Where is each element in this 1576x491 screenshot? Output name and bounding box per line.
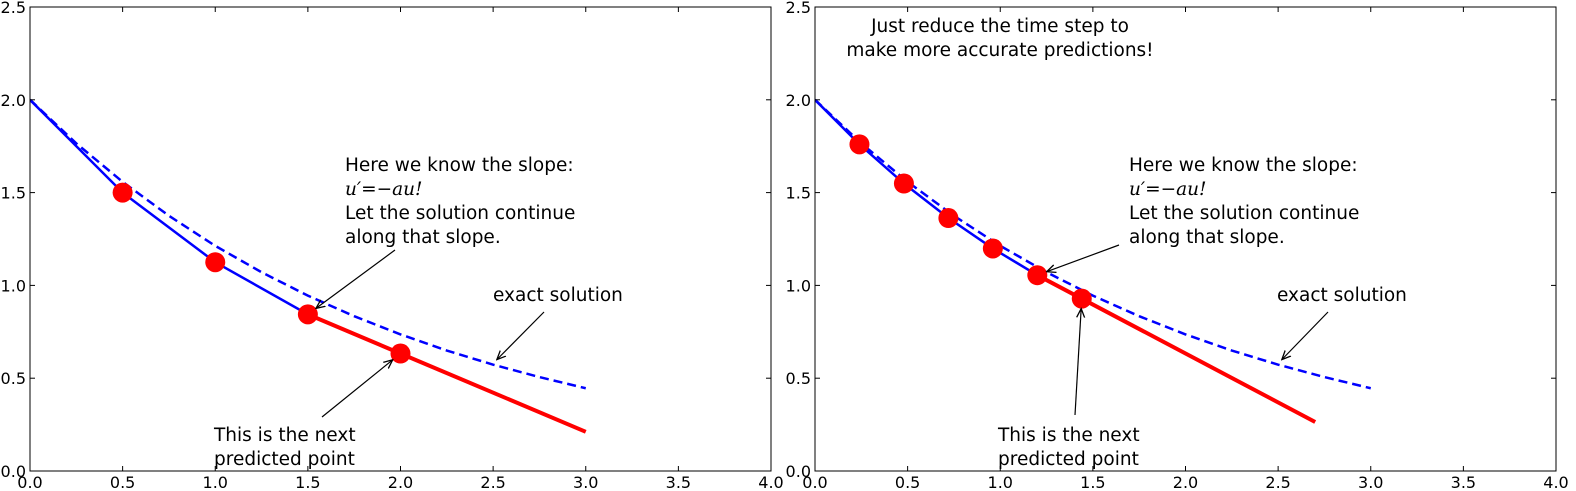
x-tick-label: 0.5: [110, 473, 135, 491]
exact-solution-line: [815, 98, 1372, 390]
annotation-arrow: [321, 360, 393, 418]
x-tick-label: 3.5: [666, 473, 691, 491]
annotation-arrow: [497, 311, 545, 360]
annotation-text: Here we know the slope:: [345, 155, 574, 176]
y-tick-label: 2.5: [786, 0, 811, 17]
data-point: [982, 238, 1003, 259]
annotation: Here we know the slope: u′=−au! Let the so…: [316, 155, 575, 308]
predicted-slope-line: [1036, 273, 1317, 424]
y-tick-label: 2.0: [1, 91, 26, 110]
x-tick-label: 3.0: [573, 473, 598, 491]
annotation: Just reduce the time step to make more ac…: [846, 16, 1153, 61]
x-tick-label: 1.0: [988, 473, 1013, 491]
predicted-slope-line: [307, 312, 587, 434]
exact-solution-line: [30, 98, 587, 390]
x-tick-label: 0.0: [17, 473, 42, 491]
x-tick-label: 3.5: [1451, 473, 1476, 491]
annotation-text: along that slope.: [1129, 227, 1285, 248]
y-tick-label: 0.5: [786, 369, 811, 388]
y-tick-label: 2.0: [786, 91, 811, 110]
annotation-equation: u′=−au!: [345, 179, 423, 200]
y-tick-label: 0.0: [1, 462, 26, 481]
annotation-text: Let the solution continue: [345, 203, 575, 224]
data-point: [205, 252, 226, 273]
annotation-text: predicted point: [998, 449, 1139, 470]
x-tick-label: 1.5: [1080, 473, 1105, 491]
annotation: This is the next predicted point: [997, 309, 1140, 470]
data-point: [938, 208, 959, 229]
annotation-equation: u′=−au!: [1129, 179, 1207, 200]
x-tick-label: 2.0: [388, 473, 413, 491]
x-tick-label: 1.0: [203, 473, 228, 491]
annotation-text: This is the next: [213, 425, 356, 446]
y-tick-label: 2.5: [1, 0, 26, 17]
annotation-arrow: [1047, 244, 1120, 272]
annotation-arrow: [1074, 309, 1081, 416]
subplot-2: 0.0 0.5 1.0 1.5 2.0 2.5 3.0 3.5 4.0 0.0 0.5 1.0 1.5 2…: [786, 0, 1569, 491]
annotation: exact solution: [1277, 285, 1407, 360]
data-point: [849, 134, 870, 155]
annotation-arrow: [1282, 311, 1329, 360]
annotation-text: exact solution: [493, 285, 623, 306]
x-tick-label: 0.5: [895, 473, 920, 491]
y-tick-label: 1.0: [786, 276, 811, 295]
y-tick-label: 1.5: [786, 184, 811, 203]
x-tick-label: 4.0: [1543, 473, 1568, 491]
y-tick-label: 0.5: [1, 369, 26, 388]
x-tick-label: 4.0: [758, 473, 783, 491]
annotation-text: along that slope.: [345, 227, 501, 248]
x-tick-label: 1.5: [295, 473, 320, 491]
euler-solution-line: [30, 98, 309, 316]
x-tick-label: 0.0: [802, 473, 827, 491]
annotation-text: Just reduce the time step to: [870, 16, 1129, 37]
annotation-text: This is the next: [997, 425, 1140, 446]
y-tick-label: 1.0: [1, 276, 26, 295]
annotation-text: make more accurate predictions!: [846, 40, 1153, 61]
data-point: [893, 173, 914, 194]
annotation-text: predicted point: [214, 449, 355, 470]
y-tick-label: 1.5: [1, 184, 26, 203]
annotation-text: Let the solution continue: [1129, 203, 1359, 224]
subplot-1: 0.0 0.5 1.0 1.5 2.0 2.5 3.0 3.5 4.0 0.0 0.5 1.0 1.5 2…: [1, 0, 784, 491]
plot-area: [815, 98, 1372, 424]
data-point: [112, 182, 133, 203]
annotation-arrow: [316, 249, 396, 308]
annotation: exact solution: [493, 285, 623, 360]
annotation: This is the next predicted point: [213, 360, 393, 470]
x-tick-label: 2.0: [1173, 473, 1198, 491]
x-tick-label: 3.0: [1358, 473, 1383, 491]
plot-area: [30, 98, 587, 434]
annotation-text: Here we know the slope:: [1129, 155, 1358, 176]
annotation-text: exact solution: [1277, 285, 1407, 306]
y-tick-label: 0.0: [786, 462, 811, 481]
annotation: Here we know the slope: u′=−au! Let the so…: [1047, 155, 1359, 272]
x-tick-label: 2.5: [480, 473, 505, 491]
x-tick-label: 2.5: [1265, 473, 1290, 491]
